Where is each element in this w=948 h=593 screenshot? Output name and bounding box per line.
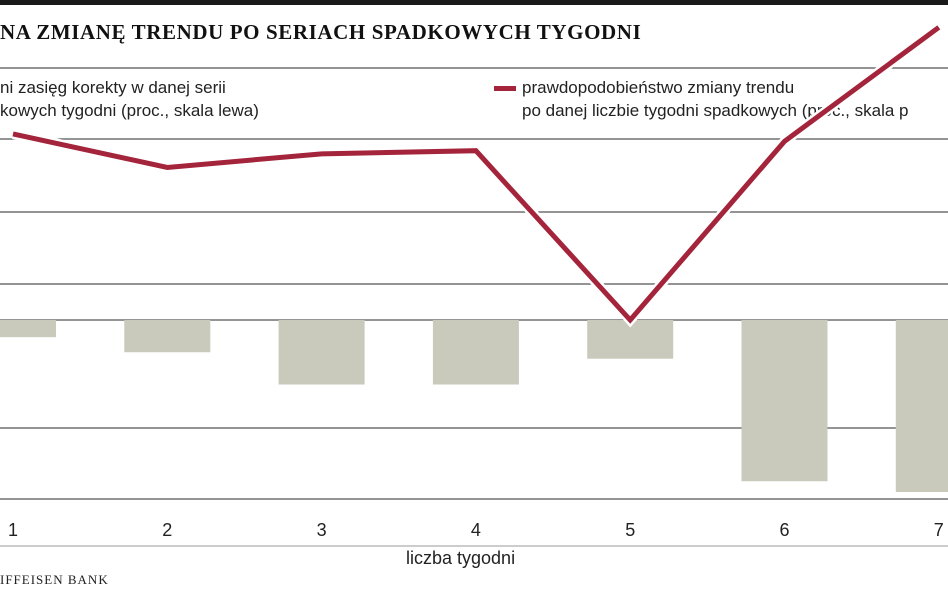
bar-2 bbox=[124, 320, 211, 353]
bar-legend-line2: kowych tygodni (proc., skala lewa) bbox=[0, 101, 259, 120]
x-tick-4: 4 bbox=[471, 520, 481, 540]
x-tick-3: 3 bbox=[317, 520, 327, 540]
line-legend-line1: prawdopodobieństwo zmiany trendu bbox=[522, 78, 795, 97]
line-series-halo bbox=[11, 23, 942, 328]
x-tick-5: 5 bbox=[625, 520, 635, 540]
bar-6 bbox=[741, 320, 828, 482]
x-tick-2: 2 bbox=[162, 520, 172, 540]
x-tick-6: 6 bbox=[779, 520, 789, 540]
source-label: IFFEISEN BANK bbox=[0, 572, 109, 587]
top-rule bbox=[0, 0, 948, 5]
x-tick-7: 7 bbox=[934, 520, 944, 540]
x-axis-label: liczba tygodni bbox=[406, 548, 516, 568]
chart-title: NA ZMIANĘ TRENDU PO SERIACH SPADKOWYCH T… bbox=[0, 20, 642, 44]
x-tick-1: 1 bbox=[8, 520, 18, 540]
bar-legend-line1: ni zasięg korekty w danej serii bbox=[0, 78, 226, 97]
bar-4 bbox=[432, 320, 519, 385]
bar-3 bbox=[278, 320, 365, 385]
bar-legend: ni zasięg korekty w danej serii kowych t… bbox=[0, 76, 259, 122]
line-series bbox=[12, 25, 941, 324]
bar-1 bbox=[0, 320, 56, 338]
line-legend-swatch bbox=[494, 86, 516, 91]
bar-7 bbox=[895, 320, 948, 492]
